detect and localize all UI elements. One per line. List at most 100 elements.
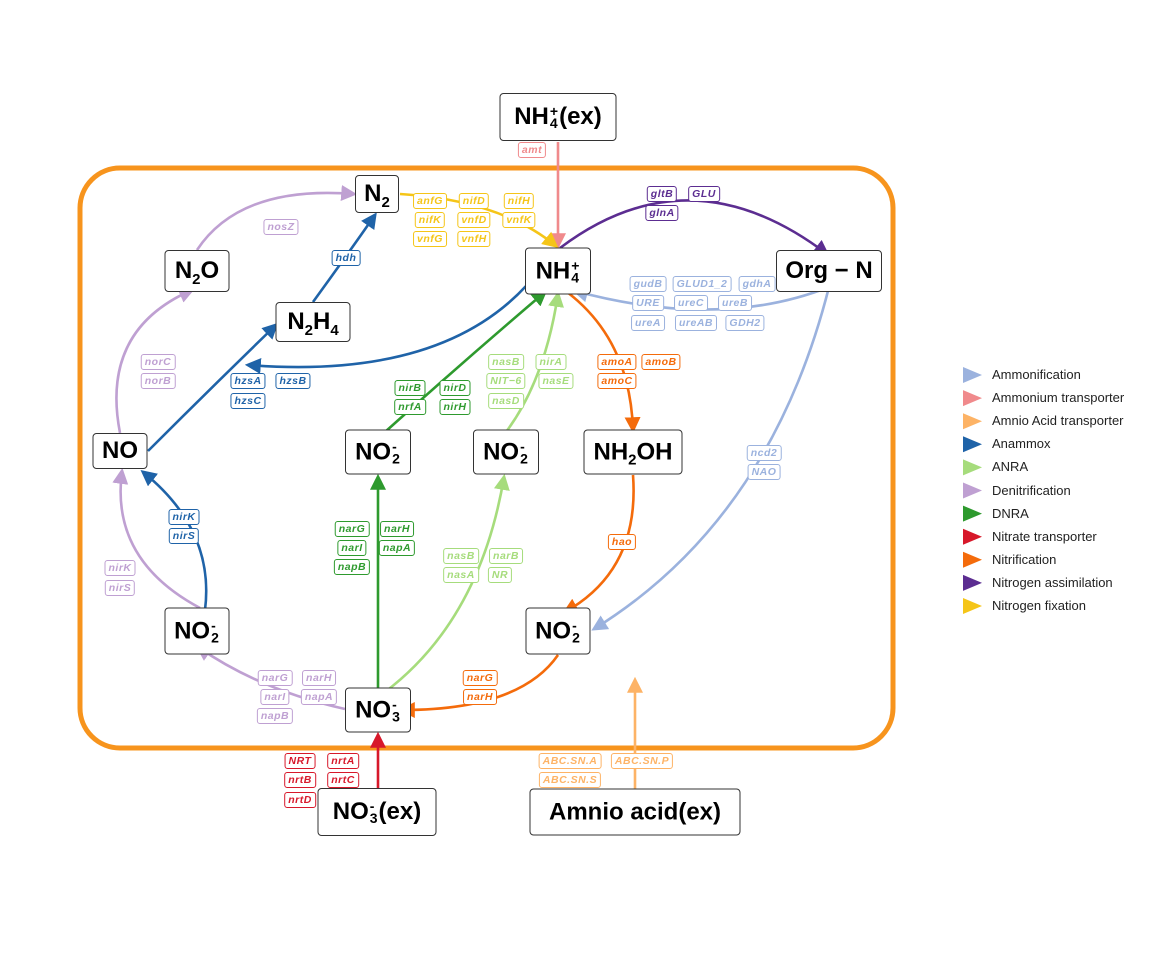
flow-arrow bbox=[112, 467, 201, 610]
flow-arrow bbox=[384, 473, 510, 694]
gene-label: narH bbox=[302, 670, 336, 686]
gene-label: nrtB bbox=[284, 772, 316, 788]
node-sub: 2 bbox=[192, 270, 201, 288]
gene-label: ureAB bbox=[674, 315, 718, 331]
gene-label: amoB bbox=[641, 354, 681, 370]
node-text: NO bbox=[102, 437, 138, 464]
node-text: NH bbox=[535, 257, 571, 284]
gene-label: nirA bbox=[535, 354, 567, 370]
flow-arrow bbox=[566, 290, 641, 434]
node-sup: - bbox=[392, 438, 397, 454]
gene-label: narI bbox=[337, 540, 367, 556]
gene-label: NRT bbox=[284, 753, 316, 769]
node-sub: 4 bbox=[549, 115, 558, 131]
node-text: (ex) bbox=[378, 798, 422, 825]
legend-icon bbox=[963, 505, 982, 522]
node: NO -3 (ex) bbox=[317, 788, 437, 836]
gene-label: napA bbox=[378, 540, 416, 556]
node-script: +4 bbox=[571, 258, 579, 284]
gene-label: nirS bbox=[104, 580, 136, 596]
gene-label: narI bbox=[260, 689, 290, 705]
node-sup: - bbox=[572, 617, 577, 633]
legend-label: Nitrogen fixation bbox=[992, 598, 1086, 613]
node-sub: 4 bbox=[330, 321, 339, 339]
flow-arrow bbox=[115, 287, 195, 434]
node-text: N bbox=[174, 257, 193, 284]
gene-label: narG bbox=[257, 670, 293, 686]
gene-label: anfG bbox=[413, 193, 447, 209]
node-text: Org − N bbox=[785, 257, 873, 284]
flow-arrow bbox=[562, 474, 635, 614]
node: NO -2 bbox=[525, 607, 591, 655]
gene-label: narG bbox=[462, 670, 498, 686]
gene-label: hzsA bbox=[230, 373, 266, 389]
gene-label: gudB bbox=[629, 276, 667, 292]
gene-label: napB bbox=[333, 559, 371, 575]
gene-label: nrtC bbox=[327, 772, 359, 788]
gene-label: ureB bbox=[718, 295, 752, 311]
legend-label: Ammonium transporter bbox=[992, 390, 1125, 406]
legend-icon bbox=[963, 551, 982, 568]
node-sub: 2 bbox=[304, 321, 313, 339]
gene-label: GDH2 bbox=[725, 315, 765, 331]
legend-icon bbox=[963, 367, 982, 383]
node-sup: - bbox=[392, 696, 397, 712]
node-script: -2 bbox=[392, 438, 400, 465]
gene-label: nrfA bbox=[394, 399, 426, 415]
gene-label: nasE bbox=[538, 373, 574, 389]
legend-label: ANRA bbox=[992, 459, 1029, 475]
flow-arrow bbox=[147, 322, 279, 452]
node-sup: - bbox=[520, 438, 525, 454]
gene-label: napA bbox=[300, 689, 338, 705]
gene-label: narH bbox=[463, 689, 497, 705]
gene-label: hzsB bbox=[275, 373, 311, 389]
gene-label: GLU bbox=[688, 186, 720, 202]
legend-label: DNRA bbox=[992, 505, 1029, 521]
gene-label: NAO bbox=[747, 464, 781, 480]
gene-label: nirH bbox=[439, 399, 471, 415]
node-script: -2 bbox=[211, 617, 219, 644]
node-text: NH bbox=[514, 103, 549, 130]
node: NO -2 bbox=[473, 429, 539, 475]
node: NO -2 bbox=[345, 429, 411, 475]
legend-label: Nitrate transporter bbox=[992, 528, 1097, 544]
gene-label: nirK bbox=[104, 560, 136, 576]
node: NH 2 OH bbox=[583, 429, 683, 475]
flow-arrow bbox=[571, 285, 830, 311]
gene-label: gltB bbox=[646, 186, 678, 202]
gene-label: ABC.SN.P bbox=[610, 753, 674, 769]
gene-label: nosZ bbox=[263, 219, 299, 235]
gene-label: vnfH bbox=[457, 231, 491, 247]
gene-label: norB bbox=[140, 373, 176, 389]
gene-label: nirB bbox=[394, 380, 426, 396]
gene-label: hdh bbox=[331, 250, 361, 266]
node-sup: - bbox=[211, 617, 216, 633]
node-text: NO bbox=[355, 696, 392, 723]
gene-label: nirD bbox=[439, 380, 471, 396]
gene-label: nasD bbox=[488, 393, 524, 409]
legend-icon bbox=[963, 413, 982, 430]
gene-label: ABC.SN.A bbox=[538, 753, 602, 769]
gene-label: amoC bbox=[597, 373, 637, 389]
gene-label: ABC.SN.S bbox=[538, 772, 602, 788]
legend-icon bbox=[963, 459, 982, 476]
node-sub: 3 bbox=[369, 810, 378, 826]
gene-label: nasA bbox=[443, 567, 479, 583]
flow-arrow bbox=[504, 290, 564, 433]
legend-label: Denitrification bbox=[992, 482, 1071, 498]
node-script: -3 bbox=[369, 799, 378, 826]
gene-label: narH bbox=[380, 521, 414, 537]
flow-arrow bbox=[195, 185, 358, 251]
gene-label: glnA bbox=[645, 205, 679, 221]
node: NO -3 bbox=[345, 687, 411, 733]
node-text: NO bbox=[332, 798, 369, 825]
gene-label: narB bbox=[489, 548, 523, 564]
node-script: -3 bbox=[392, 696, 400, 723]
node: NH +4 (ex) bbox=[499, 93, 617, 141]
gene-label: amoA bbox=[597, 354, 637, 370]
node-text: N bbox=[287, 308, 305, 335]
gene-label: GLUD1_2 bbox=[672, 276, 732, 292]
legend-icon bbox=[963, 574, 982, 591]
legend-label: Nitrogen assimilation bbox=[992, 574, 1113, 590]
